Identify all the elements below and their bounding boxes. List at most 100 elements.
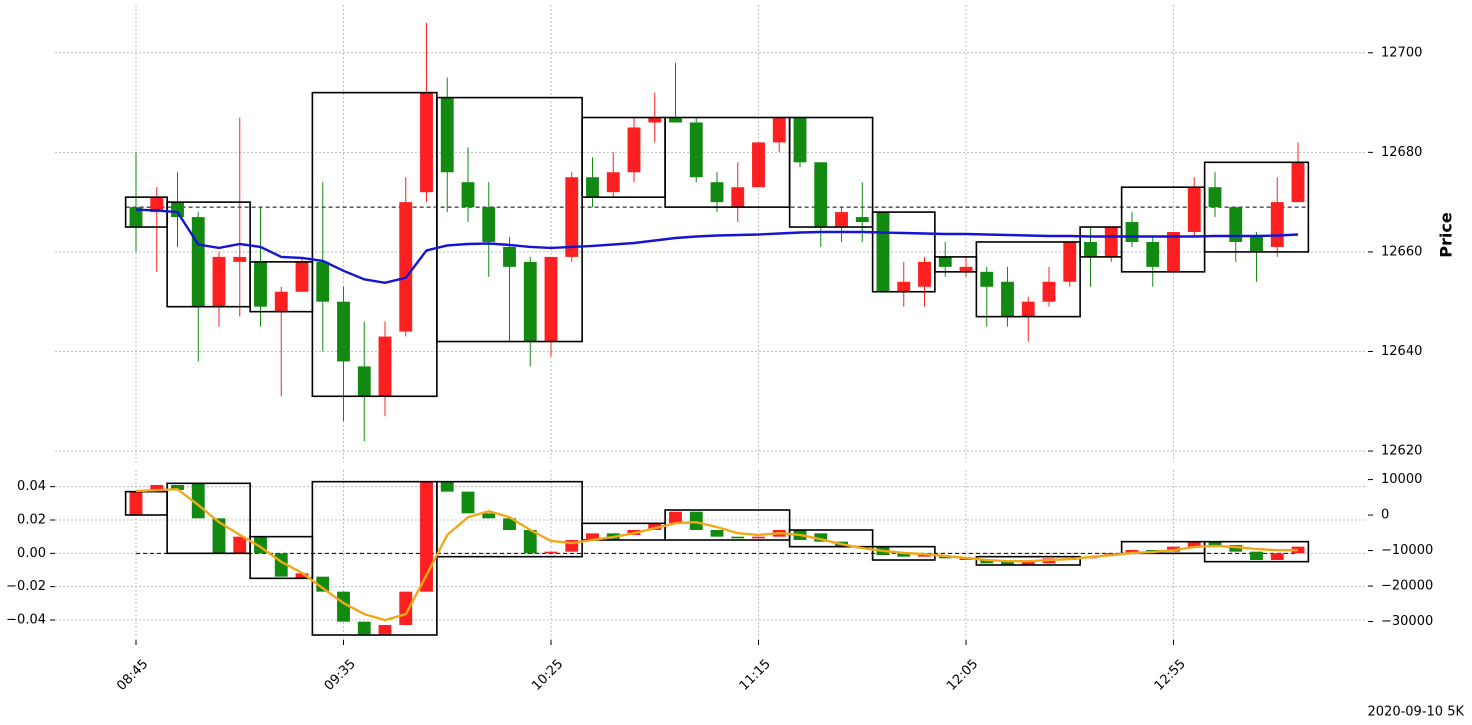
candle-body (254, 261, 267, 307)
indicator-body (918, 555, 931, 557)
indicator-body (1250, 551, 1263, 560)
y2-tick-label: −30000 (1381, 614, 1433, 629)
range-box (166, 482, 251, 555)
indicator-body (150, 485, 164, 490)
indicator-body (399, 591, 413, 625)
candle-body (669, 117, 682, 123)
indicator-line (135, 487, 1298, 622)
indicator-body (710, 530, 724, 537)
x-tick-label: 09:35 (322, 657, 359, 694)
candle-body (295, 261, 309, 292)
x-tick-label: 08:45 (114, 657, 151, 694)
indicator-body (482, 513, 496, 519)
candle-body (793, 117, 807, 163)
indicator-body (586, 533, 599, 540)
candle-body (544, 256, 558, 342)
candle-body (835, 212, 848, 228)
candle-body (1146, 241, 1160, 267)
indicator-body (171, 485, 184, 490)
candle-body (648, 117, 662, 123)
indicator-body (337, 591, 350, 622)
indicator-body (1021, 561, 1035, 565)
candle-body (1250, 236, 1263, 252)
y2-tick-label: −20000 (1381, 579, 1433, 594)
indicator-body (1208, 541, 1222, 547)
indicator-body (461, 491, 475, 514)
candle-body (337, 301, 350, 362)
indicator-body (752, 536, 765, 539)
indicator-body (938, 556, 952, 559)
indicator-body (1125, 550, 1139, 554)
y-tick-label: 0.04 (17, 479, 46, 494)
candle-body (129, 207, 143, 228)
indicator-body (689, 511, 703, 530)
candle-body (752, 142, 765, 188)
range-box (975, 241, 1081, 318)
x-tick-label: 10:25 (529, 657, 566, 694)
x-tick-label: 12:05 (944, 657, 981, 694)
candle-body (565, 177, 579, 257)
candle-body (357, 366, 371, 397)
candle-body (523, 261, 537, 342)
candle-body (1042, 281, 1056, 302)
candle-body (627, 127, 641, 173)
range-box (871, 545, 936, 561)
y-tick-label: 12680 (1381, 145, 1422, 160)
candle-body (503, 246, 516, 267)
range-box (436, 96, 583, 343)
indicator-body (378, 625, 392, 635)
candle-body (876, 212, 890, 292)
candle-body (1001, 281, 1014, 317)
candle-body (233, 256, 247, 262)
indicator-body (1229, 545, 1243, 552)
indicator-body (420, 481, 433, 592)
y-axis-label: Price (1437, 212, 1456, 258)
candle-body (1291, 162, 1305, 203)
range-box (166, 201, 251, 308)
y-tick-label: −0.02 (6, 579, 46, 594)
y-tick-label: 12660 (1381, 244, 1422, 259)
candle-body (1187, 187, 1201, 233)
x-tick-label: 11:15 (737, 657, 774, 694)
indicator-body (212, 518, 226, 554)
candle-body (606, 172, 620, 193)
candle-body (171, 202, 184, 218)
candle-body (1084, 241, 1097, 257)
candle-body (1021, 301, 1035, 317)
indicator-body (648, 523, 662, 530)
range-box (871, 211, 936, 293)
candle-body (1208, 187, 1222, 208)
candle-body (274, 291, 288, 312)
candle-body (1104, 227, 1118, 257)
indicator-body (1187, 541, 1201, 547)
indicator-body (357, 621, 371, 635)
moving-average-line (135, 208, 1299, 285)
indicator-body (544, 551, 558, 554)
y2-tick-label: 10000 (1381, 472, 1422, 487)
indicator-body (897, 553, 911, 557)
candle-body (150, 197, 164, 213)
y-tick-label: 12640 (1381, 344, 1422, 359)
indicator-body (440, 481, 454, 492)
candle-body (378, 336, 392, 397)
y-tick-label: 12700 (1381, 45, 1422, 60)
indicator-body (129, 491, 143, 515)
y-tick-label: 0.02 (17, 513, 46, 528)
candle-body (461, 182, 475, 208)
candle-body (212, 256, 226, 307)
indicator-body (980, 560, 994, 564)
candle-body (191, 217, 205, 307)
range-box (311, 91, 438, 398)
y-tick-label: 0.00 (17, 546, 46, 561)
range-box (1203, 161, 1310, 253)
candle-body (689, 122, 703, 178)
candle-body (440, 97, 454, 173)
candle-body (814, 162, 828, 228)
indicator-body (503, 518, 516, 530)
candle-body (938, 256, 952, 267)
candle-body (897, 281, 911, 292)
indicator-body (316, 576, 330, 592)
indicator-body (814, 533, 828, 542)
y2-tick-label: 0 (1381, 508, 1389, 523)
